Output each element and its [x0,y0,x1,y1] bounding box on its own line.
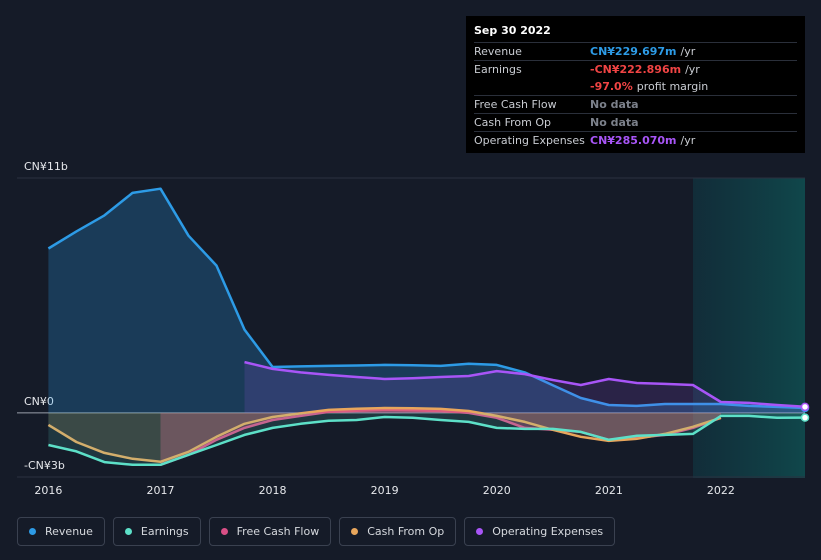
series-line [244,360,806,409]
y-tick-label: -CN¥3b [24,459,65,472]
legend-dot [29,528,36,535]
tooltip-date: Sep 30 2022 [474,24,551,37]
tooltip-label: Free Cash Flow [474,98,557,111]
tooltip-unit: /yr [680,45,696,58]
tooltip-label: Earnings [474,63,522,76]
end-marker [800,402,810,412]
tooltip-value: CN¥229.697m [590,45,677,58]
forecast-region [693,178,805,478]
x-tick-label: 2018 [259,484,287,497]
legend-item[interactable]: Earnings [112,517,201,546]
legend-label: Operating Expenses [492,525,604,538]
tooltip-row: Operating Expenses CN¥285.070m/yr [474,131,797,149]
tooltip-unit: profit margin [636,80,709,93]
tooltip-row: Free Cash Flow No data [474,95,797,113]
y-tick-label: CN¥11b [24,160,68,173]
end-marker [800,413,810,422]
x-tick-label: 2022 [707,484,735,497]
series-area [48,188,805,413]
legend-dot [476,528,484,535]
legend-item[interactable]: Revenue [17,517,105,546]
series-area [48,408,721,462]
series-area [48,412,805,465]
legend-label: Free Cash Flow [236,525,320,538]
tooltip-unit: /yr [685,63,700,76]
tooltip-row: Cash From Op No data [474,113,797,131]
tooltip-label: Cash From Op [474,116,552,129]
series-area [160,409,721,465]
tooltip-label: Operating Expenses [474,134,585,147]
series-area [244,362,805,413]
x-tick-label: 2019 [371,484,399,497]
x-tick-label: 2020 [483,484,511,497]
legend-label: Cash From Op [367,525,445,538]
tooltip-value: No data [590,98,639,111]
tooltip-unit: /yr [680,134,696,147]
series-line [48,414,806,467]
legend-label: Revenue [45,525,93,538]
tooltip-row: Revenue CN¥229.697m/yr [474,42,797,60]
tooltip-value: No data [590,116,639,129]
legend-label: Earnings [140,525,189,538]
tooltip-row: -97.0% profit margin [474,78,797,95]
x-tick-label: 2017 [146,484,174,497]
tooltip-label: Revenue [474,45,522,58]
y-tick-label: CN¥0 [24,395,54,408]
tooltip-value: CN¥285.070m [590,134,677,147]
legend-dot [220,528,228,535]
legend-dot [124,528,132,535]
tooltip-row: Earnings -CN¥222.896m/yr [474,60,797,78]
x-tick-label: 2016 [34,484,62,497]
legend-item[interactable]: Operating Expenses [464,517,616,546]
legend-item[interactable]: Free Cash Flow [208,517,332,546]
x-tick-label: 2021 [595,484,623,497]
tooltip: Sep 30 2022 Revenue CN¥229.697m/yr Earnings… [466,16,805,153]
tooltip-value: -CN¥222.896m [590,63,682,76]
legend: Revenue Earnings Free Cash Flow Cash From O… [17,517,616,546]
series-line [47,187,806,410]
legend-item[interactable]: Cash From Op [339,517,457,546]
tooltip-value: -97.0% [590,80,633,93]
legend-dot [351,528,359,535]
